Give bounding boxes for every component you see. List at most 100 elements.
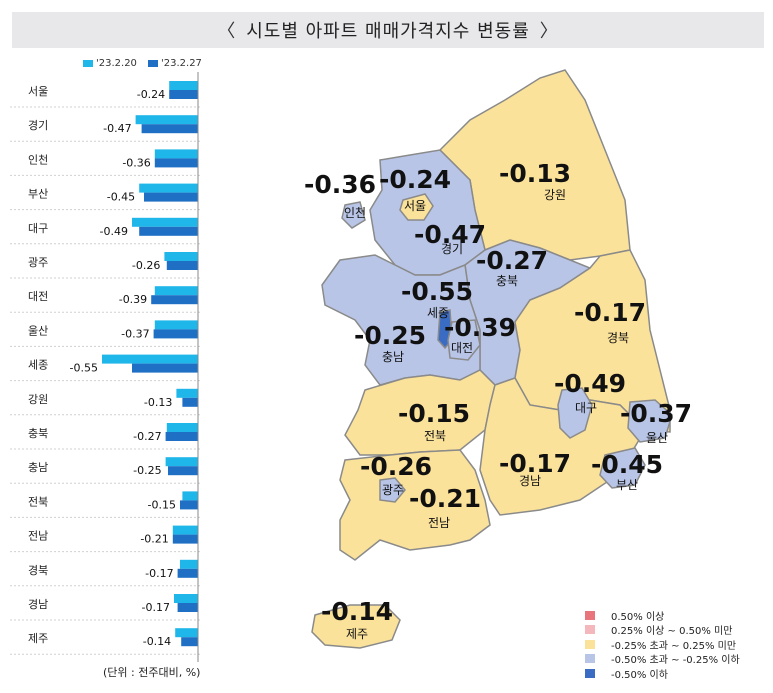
bar-category-label: 경북 xyxy=(28,564,48,577)
map-legend-swatch xyxy=(585,610,595,620)
map-region-name: 경남 xyxy=(519,474,541,488)
map-value-label: -0.24 xyxy=(379,165,451,194)
bar-category-label: 서울 xyxy=(28,85,48,98)
map-value-label: -0.45 xyxy=(591,450,663,479)
bar-curr-week xyxy=(182,397,198,407)
bar-prev-week xyxy=(132,217,198,227)
bar-curr-week xyxy=(172,534,198,544)
bar-data-label: -0.37 xyxy=(121,327,149,340)
map-region-name: 경기 xyxy=(441,242,463,256)
map-legend-item: 0.25% 이상 ~ 0.50% 미만 xyxy=(585,623,740,638)
map-region-제주 xyxy=(311,604,401,649)
bar-category-label: 제주 xyxy=(28,632,48,645)
bar-curr-week xyxy=(154,158,198,168)
map-value-label: -0.26 xyxy=(360,452,432,481)
title-left-bracket: 〈 xyxy=(217,21,237,42)
bar-curr-week xyxy=(169,90,198,99)
map-region-광주 xyxy=(379,477,406,503)
map-value-label: -0.13 xyxy=(499,159,571,188)
bar-data-label: -0.47 xyxy=(103,122,131,135)
map-region-name: 대구 xyxy=(575,401,597,415)
bar-prev-week xyxy=(139,183,198,193)
bar-data-label: -0.39 xyxy=(119,293,147,306)
map-value-label: -0.55 xyxy=(401,277,473,306)
chart-title: 시도별 아파트 매매가격지수 변동률 xyxy=(246,21,530,42)
map-legend-label: -0.50% 이하 xyxy=(611,669,668,681)
bar-category-label: 대전 xyxy=(28,290,48,303)
map-value-label: -0.36 xyxy=(304,170,376,199)
legend-prev-week-label: '23.2.20 xyxy=(96,58,137,69)
bar-category-label: 울산 xyxy=(28,324,48,337)
legend-curr-week-label: '23.2.27 xyxy=(161,58,202,69)
map-legend-swatch xyxy=(585,668,595,678)
map-region-name: 부산 xyxy=(616,478,638,492)
map-region-대구 xyxy=(557,387,593,439)
map-legend-label: 0.25% 이상 ~ 0.50% 미만 xyxy=(611,626,733,638)
bar-data-label: -0.14 xyxy=(143,635,171,648)
bar-prev-week xyxy=(135,115,198,125)
bar-curr-week xyxy=(144,192,198,202)
map-legend-item: -0.50% 이하 xyxy=(585,666,740,681)
map-region-name: 경북 xyxy=(607,331,629,345)
bar-prev-week xyxy=(154,320,198,330)
map-region-서울 xyxy=(399,193,434,221)
bar-curr-week xyxy=(166,261,198,270)
chart-title-bar: 〈 시도별 아파트 매매가격지수 변동률 〉 xyxy=(12,12,764,48)
bar-category-label: 충남 xyxy=(28,461,48,474)
bar-category-label: 강원 xyxy=(28,393,48,406)
bar-data-label: -0.13 xyxy=(144,396,172,409)
bar-data-label: -0.21 xyxy=(140,533,168,546)
map-region-전남 xyxy=(339,449,491,561)
bar-category-label: 경남 xyxy=(28,598,48,611)
map-legend-item: 0.50% 이상 xyxy=(585,608,740,623)
bar-prev-week xyxy=(165,457,198,467)
bar-prev-week xyxy=(169,81,198,90)
bar-category-label: 인천 xyxy=(28,152,48,166)
bar-prev-week xyxy=(154,286,198,296)
map-region-name: 제주 xyxy=(346,627,368,641)
bar-category-label: 충북 xyxy=(28,427,48,440)
map-region-name: 서울 xyxy=(404,199,426,213)
bar-prev-week xyxy=(172,525,198,535)
map-value-label: -0.39 xyxy=(444,313,516,342)
bar-category-label: 전북 xyxy=(28,495,48,508)
bar-data-label: -0.26 xyxy=(132,259,160,272)
map-legend-item: -0.50% 초과 ~ -0.25% 이하 xyxy=(585,652,740,666)
map-value-label: -0.15 xyxy=(398,399,470,428)
bar-prev-week xyxy=(175,628,198,638)
map-region-name: 강원 xyxy=(544,188,566,202)
bar-data-label: -0.36 xyxy=(122,156,150,169)
bar-curr-week xyxy=(132,363,198,373)
bar-prev-week xyxy=(174,594,198,603)
bar-prev-week xyxy=(154,149,198,159)
map-region-name: 울산 xyxy=(646,431,668,445)
map-region-name: 광주 xyxy=(382,483,404,497)
bar-curr-week xyxy=(139,226,198,236)
bar-prev-week xyxy=(182,491,198,501)
map-region-부산 xyxy=(599,447,646,489)
bar-data-label: -0.17 xyxy=(145,567,173,580)
bar-chart: 서울 -0.24 경기 -0.47 인천 -0.36 부산 -0.45 대구 -0.49 광주 -0.… xyxy=(10,72,200,662)
bar-data-label: -0.55 xyxy=(70,362,98,375)
map-legend-swatch xyxy=(585,639,595,649)
bar-data-label: -0.24 xyxy=(137,88,165,101)
bar-prev-week xyxy=(164,252,198,261)
map-legend-swatch xyxy=(585,654,595,664)
bar-data-label: -0.49 xyxy=(100,225,128,238)
legend-prev-week-swatch xyxy=(83,60,93,67)
map-region-대전 xyxy=(447,319,481,361)
unit-note: (단위 : 전주대비, %) xyxy=(103,666,201,679)
legend-curr-week: '23.2.27 xyxy=(148,58,202,69)
bar-data-label: -0.25 xyxy=(133,464,161,477)
bar-category-label: 대구 xyxy=(28,222,48,235)
title-right-bracket: 〉 xyxy=(539,21,559,42)
map-value-label: -0.49 xyxy=(554,369,626,398)
bar-curr-week xyxy=(177,603,198,612)
bar-curr-week xyxy=(181,637,198,647)
bar-prev-week xyxy=(102,354,198,364)
map-value-label: -0.17 xyxy=(574,298,646,327)
bar-category-label: 부산 xyxy=(28,188,48,201)
map-legend-item: -0.25% 초과 ~ 0.25% 미만 xyxy=(585,637,740,652)
bar-data-label: -0.15 xyxy=(148,498,176,511)
